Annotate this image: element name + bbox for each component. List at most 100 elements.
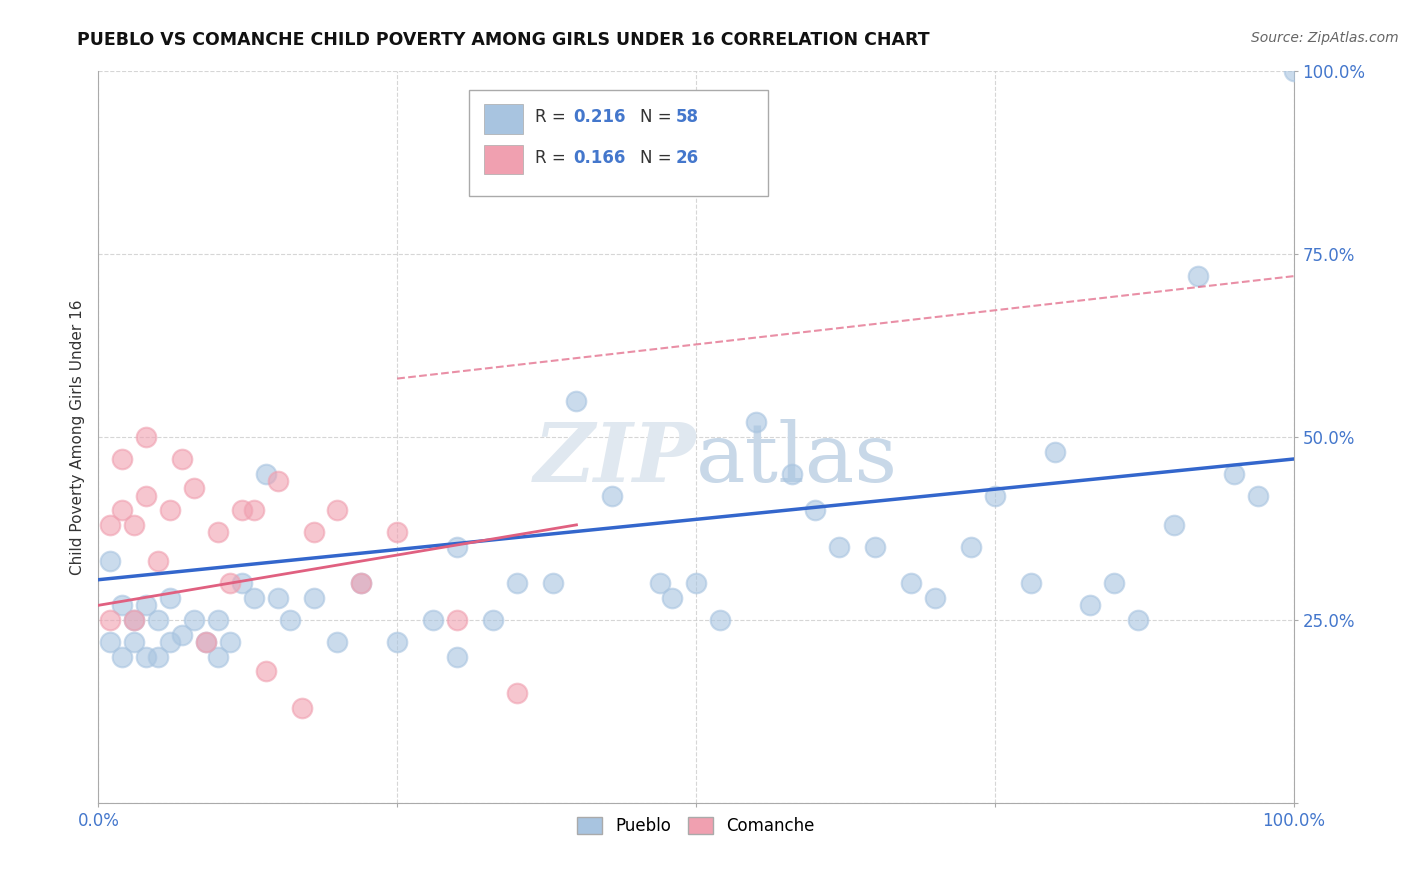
Point: [1043, 444, 1066, 458]
Point: [135, 599, 157, 613]
Point: [159, 635, 181, 649]
Point: [231, 503, 253, 517]
Point: [446, 613, 468, 627]
Point: [780, 467, 803, 481]
Text: Source: ZipAtlas.com: Source: ZipAtlas.com: [1251, 31, 1399, 45]
Point: [207, 525, 229, 540]
Point: [1187, 269, 1209, 284]
Text: 0.216: 0.216: [572, 109, 626, 127]
Point: [231, 576, 253, 591]
Point: [446, 540, 468, 554]
Point: [278, 613, 301, 627]
Point: [602, 489, 624, 503]
Y-axis label: Child Poverty Among Girls Under 16: Child Poverty Among Girls Under 16: [69, 300, 84, 574]
Point: [183, 613, 205, 627]
Point: [745, 416, 768, 430]
Point: [565, 393, 588, 408]
Point: [148, 613, 170, 627]
Point: [924, 591, 946, 605]
Point: [148, 554, 170, 568]
Point: [243, 503, 266, 517]
Point: [195, 635, 218, 649]
Point: [1223, 467, 1246, 481]
Point: [865, 540, 887, 554]
Point: [1247, 489, 1270, 503]
Point: [135, 649, 157, 664]
Text: 58: 58: [676, 109, 699, 127]
Point: [661, 591, 683, 605]
Point: [291, 700, 314, 714]
Point: [709, 613, 731, 627]
Point: [98, 517, 122, 532]
Point: [960, 540, 983, 554]
Point: [148, 649, 170, 664]
Legend: Pueblo, Comanche: Pueblo, Comanche: [571, 811, 821, 842]
Point: [385, 635, 409, 649]
Text: atlas: atlas: [696, 419, 898, 499]
Point: [350, 576, 373, 591]
Point: [804, 503, 827, 517]
Point: [1019, 576, 1042, 591]
Point: [219, 635, 242, 649]
Point: [124, 613, 146, 627]
Point: [124, 613, 146, 627]
Point: [648, 576, 672, 591]
Text: R =: R =: [534, 149, 571, 167]
Point: [159, 591, 181, 605]
Point: [302, 591, 325, 605]
Text: 26: 26: [676, 149, 699, 167]
Text: ZIP: ZIP: [533, 419, 696, 499]
Point: [98, 635, 122, 649]
Point: [98, 613, 122, 627]
Point: [124, 517, 146, 532]
Point: [267, 474, 290, 488]
Point: [422, 613, 444, 627]
Bar: [485, 104, 523, 134]
Point: [267, 591, 290, 605]
Point: [446, 649, 468, 664]
Point: [828, 540, 851, 554]
Text: R =: R =: [534, 109, 571, 127]
Point: [135, 430, 157, 444]
Point: [326, 635, 349, 649]
FancyBboxPatch shape: [470, 90, 768, 195]
Text: PUEBLO VS COMANCHE CHILD POVERTY AMONG GIRLS UNDER 16 CORRELATION CHART: PUEBLO VS COMANCHE CHILD POVERTY AMONG G…: [77, 31, 929, 49]
Point: [172, 452, 194, 467]
Point: [124, 635, 146, 649]
Point: [183, 481, 205, 495]
Point: [98, 554, 122, 568]
Point: [1080, 599, 1102, 613]
Point: [243, 591, 266, 605]
Point: [1128, 613, 1150, 627]
Point: [254, 664, 277, 678]
Point: [1282, 64, 1305, 78]
Point: [207, 649, 229, 664]
Point: [1104, 576, 1126, 591]
Point: [111, 649, 134, 664]
Point: [385, 525, 409, 540]
Point: [135, 489, 157, 503]
Point: [302, 525, 325, 540]
Point: [685, 576, 707, 591]
Point: [111, 452, 134, 467]
Point: [350, 576, 373, 591]
Point: [900, 576, 922, 591]
Text: N =: N =: [640, 149, 676, 167]
Point: [506, 576, 529, 591]
Point: [172, 627, 194, 641]
Point: [111, 503, 134, 517]
Text: 0.166: 0.166: [572, 149, 626, 167]
Point: [207, 613, 229, 627]
Point: [1163, 517, 1185, 532]
Point: [219, 576, 242, 591]
Point: [541, 576, 564, 591]
Point: [254, 467, 277, 481]
Point: [111, 599, 134, 613]
Point: [506, 686, 529, 700]
Point: [326, 503, 349, 517]
Point: [195, 635, 218, 649]
Point: [481, 613, 505, 627]
Point: [984, 489, 1007, 503]
Text: N =: N =: [640, 109, 676, 127]
Bar: [485, 145, 523, 174]
